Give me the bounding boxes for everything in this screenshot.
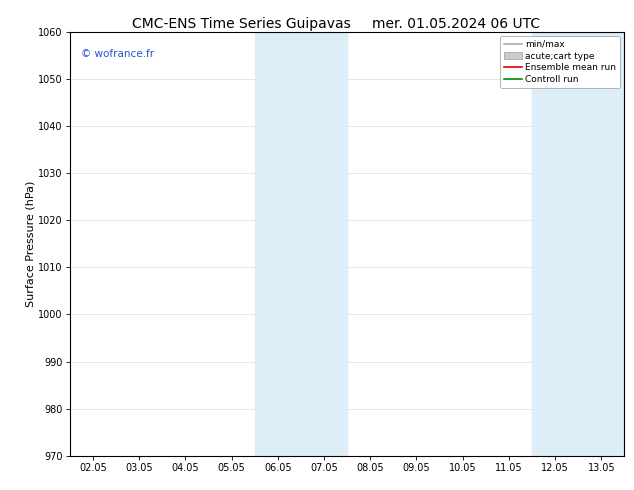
Y-axis label: Surface Pressure (hPa): Surface Pressure (hPa) (25, 181, 36, 307)
Text: © wofrance.fr: © wofrance.fr (81, 49, 154, 59)
Legend: min/max, acute;cart type, Ensemble mean run, Controll run: min/max, acute;cart type, Ensemble mean … (500, 36, 620, 88)
Text: mer. 01.05.2024 06 UTC: mer. 01.05.2024 06 UTC (372, 17, 541, 31)
Text: CMC-ENS Time Series Guipavas: CMC-ENS Time Series Guipavas (131, 17, 351, 31)
Bar (532, 32, 634, 456)
Bar (255, 32, 347, 456)
